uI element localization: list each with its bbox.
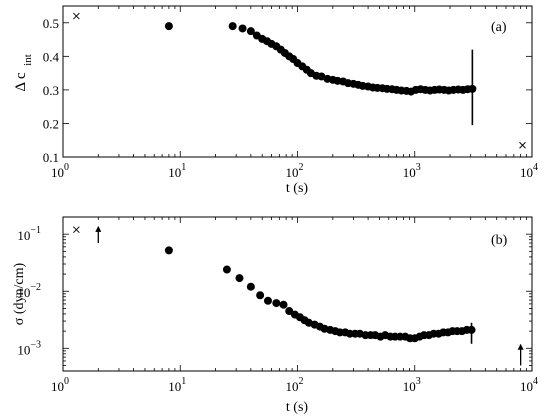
data-point bbox=[272, 299, 281, 308]
y-tick-label: 10−1 bbox=[17, 225, 41, 243]
panel-b-data-points bbox=[73, 225, 524, 366]
panel-b-label: (b) bbox=[491, 233, 508, 248]
y-tick-label: 0.5 bbox=[43, 16, 59, 31]
data-point bbox=[238, 24, 247, 33]
panel-b-y-axis-label: σ (dyn/cm) bbox=[12, 262, 27, 325]
y-tick-label: 0.4 bbox=[43, 49, 60, 64]
panel-a-data-points bbox=[73, 12, 526, 149]
x-tick-label: 101 bbox=[168, 162, 186, 180]
data-point bbox=[235, 274, 244, 283]
data-point bbox=[263, 296, 272, 305]
panel-a-plot-frame bbox=[62, 5, 533, 158]
y-tick-label: 0.2 bbox=[43, 116, 59, 131]
cross-marker bbox=[519, 141, 526, 149]
panel-b-y-ticks: 10−3 10−2 10−1 bbox=[17, 216, 532, 372]
x-tick-label: 101 bbox=[168, 376, 186, 394]
data-point bbox=[222, 265, 231, 274]
x-tick-label: 103 bbox=[403, 162, 421, 180]
data-point bbox=[164, 246, 173, 255]
data-point bbox=[246, 27, 255, 36]
y-tick-label: 10−3 bbox=[17, 339, 41, 357]
x-tick-label: 100 bbox=[51, 376, 69, 394]
panel-b-x-axis-label: t (s) bbox=[286, 400, 309, 415]
data-point bbox=[164, 22, 173, 31]
panel-a: 100 101 102 103 104 0.1 0.2 0.3 0.4 0.5 (a) t (s… bbox=[13, 5, 538, 196]
x-tick-label: 100 bbox=[51, 162, 69, 180]
x-tick-label: 102 bbox=[286, 376, 304, 394]
y-tick-label: 0.3 bbox=[43, 83, 59, 98]
x-tick-label: 103 bbox=[403, 376, 421, 394]
data-point bbox=[279, 300, 288, 309]
panel-a-y-ticks: 0.1 0.2 0.3 0.4 0.5 bbox=[43, 16, 532, 165]
panel-a-y-axis-label: Δ c int bbox=[13, 54, 34, 91]
arrow-up-marker bbox=[517, 343, 524, 366]
panel-a-y-axis-label-main: Δ c bbox=[13, 72, 29, 92]
panel-b-x-ticks: 100 101 102 103 104 bbox=[51, 217, 538, 394]
arrow-up-marker bbox=[95, 225, 102, 244]
cross-marker bbox=[73, 12, 80, 20]
data-point bbox=[228, 22, 237, 31]
x-tick-label: 104 bbox=[520, 376, 538, 394]
data-point bbox=[256, 291, 265, 300]
panel-a-x-axis-label: t (s) bbox=[286, 181, 309, 196]
x-tick-label: 104 bbox=[520, 162, 538, 180]
panel-b-plot-frame bbox=[62, 216, 533, 372]
y-tick-label: 0.1 bbox=[43, 150, 59, 165]
panel-a-x-ticks: 100 101 102 103 104 bbox=[51, 6, 538, 180]
cross-marker bbox=[73, 226, 80, 233]
data-point bbox=[246, 282, 255, 291]
panel-a-y-axis-label-subscript: int bbox=[22, 54, 34, 66]
panel-b: 100 101 102 103 104 10−3 10−2 10−1 (b) t (s) σ… bbox=[12, 216, 538, 415]
panel-a-label: (a) bbox=[491, 20, 507, 35]
data-point bbox=[317, 72, 326, 81]
x-tick-label: 102 bbox=[286, 162, 304, 180]
y-tick-label: 10−2 bbox=[17, 282, 41, 300]
